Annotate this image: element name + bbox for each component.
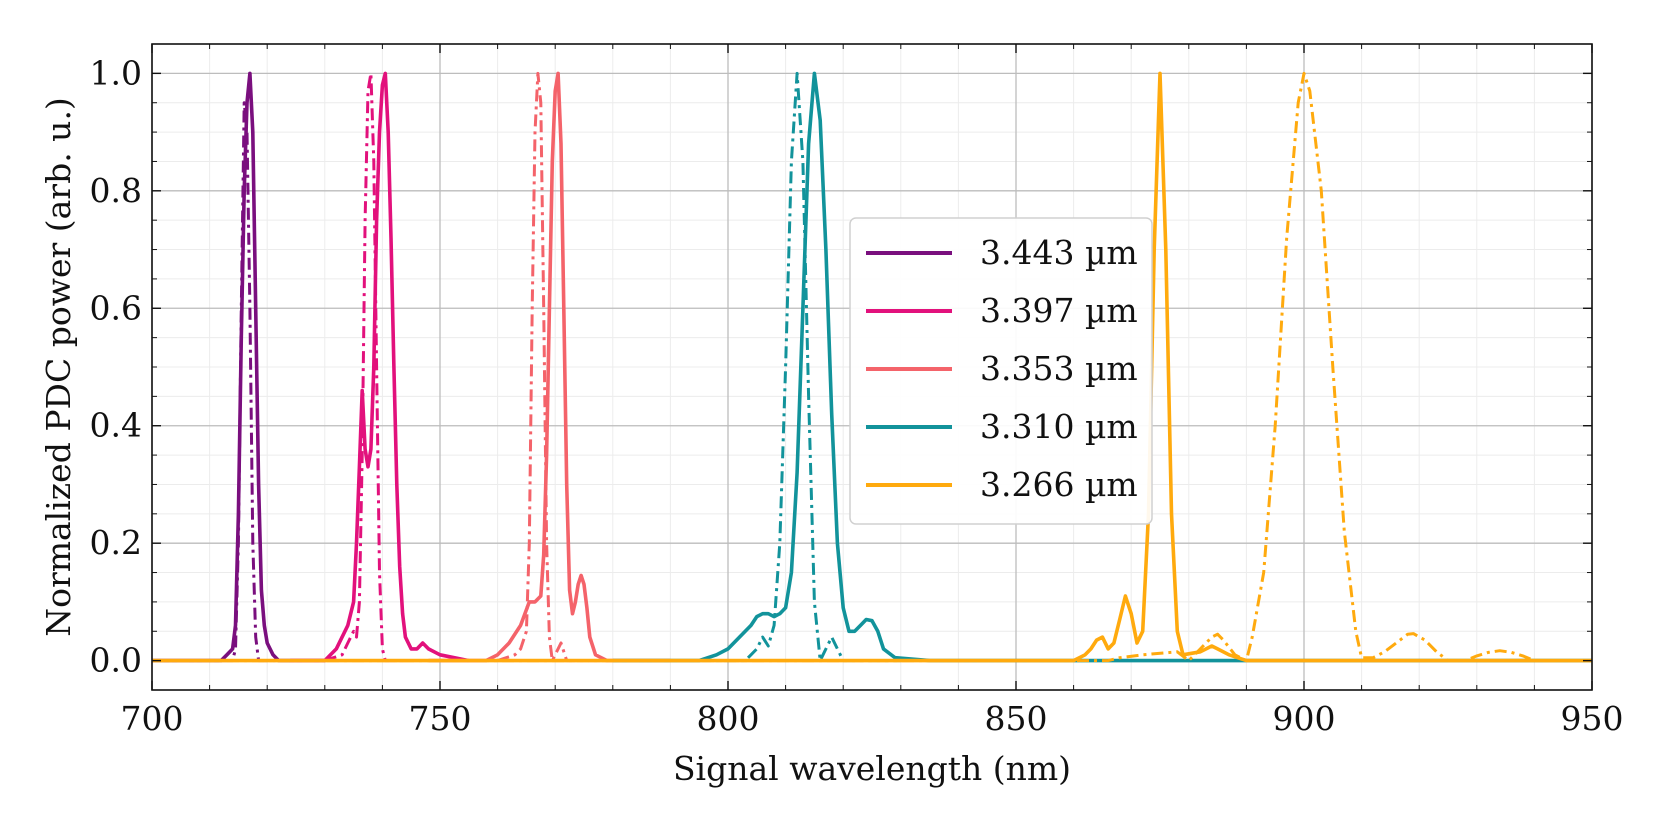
series-measured-line-4	[152, 71, 1592, 663]
legend-entry-label: 3.310 µm	[980, 407, 1138, 446]
legend-entry-label: 3.443 µm	[980, 233, 1138, 272]
series-measured-line-3	[612, 71, 1592, 663]
y-tick-label: 0.4	[90, 406, 142, 445]
x-tick-label: 700	[121, 699, 184, 738]
legend: 3.443 µm 3.397 µm 3.353 µm 3.310 µm 3.266 µm	[849, 217, 1153, 525]
x-tick-label: 950	[1561, 699, 1624, 738]
series-simulated-line-4	[152, 71, 1592, 663]
x-tick-label: 800	[697, 699, 760, 738]
x-tick-label: 900	[1273, 699, 1336, 738]
legend-entry-label: 3.397 µm	[980, 291, 1138, 330]
series-layer	[152, 71, 1592, 663]
y-axis-title: Normalized PDC power (arb. u.)	[39, 97, 78, 637]
y-tick-label: 0.6	[90, 288, 142, 327]
series-simulated-line-1	[324, 71, 406, 663]
series-measured-line-0	[152, 71, 325, 663]
x-axis-title: Signal wavelength (nm)	[673, 749, 1071, 788]
y-tick-label: 0.2	[90, 523, 142, 562]
legend-entry-label: 3.353 µm	[980, 349, 1138, 388]
y-tick-label: 0.8	[90, 171, 142, 210]
y-tick-label: 0.0	[90, 641, 142, 680]
ticks	[151, 44, 1593, 690]
x-tick-labels: 700 750 800 850 900 950	[121, 699, 1624, 738]
y-tick-label: 1.0	[90, 53, 142, 92]
series-simulated-line-2	[497, 71, 613, 663]
legend-entry-label: 3.266 µm	[980, 465, 1138, 504]
series-measured-line-1	[290, 71, 470, 663]
x-tick-label: 750	[409, 699, 472, 738]
legend-box	[849, 217, 1153, 525]
y-tick-labels: 0.0 0.2 0.4 0.6 0.8 1.0	[90, 53, 142, 679]
x-tick-label: 850	[985, 699, 1048, 738]
series-measured-line-2	[428, 71, 671, 663]
